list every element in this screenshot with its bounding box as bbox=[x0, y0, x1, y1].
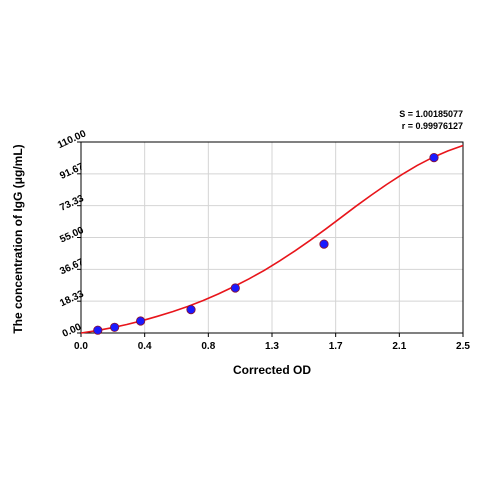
x-tick-label: 0.8 bbox=[201, 341, 215, 352]
data-point bbox=[136, 316, 146, 326]
x-tick-label: 1.7 bbox=[329, 341, 343, 352]
data-point bbox=[319, 239, 329, 249]
data-point bbox=[110, 322, 120, 332]
series-layer bbox=[80, 144, 464, 335]
data-point bbox=[230, 283, 240, 293]
stat-s-label: S = 1.00185077 bbox=[399, 109, 463, 119]
x-tick-label: 0.4 bbox=[138, 341, 152, 352]
data-point bbox=[93, 325, 103, 335]
x-axis-title: Corrected OD bbox=[233, 363, 311, 377]
y-axis-title: The concentration of IgG (μg/mL) bbox=[11, 144, 25, 333]
x-tick-label: 2.1 bbox=[392, 341, 406, 352]
x-tick-label: 1.3 bbox=[265, 341, 279, 352]
x-tick-label: 2.5 bbox=[456, 341, 470, 352]
stat-r-label: r = 0.99976127 bbox=[402, 121, 463, 131]
x-axis-ticks: 0.0 0.4 0.8 1.3 1.7 2.1 2.5 bbox=[74, 333, 470, 352]
x-tick-label: 0.0 bbox=[74, 341, 88, 352]
data-point bbox=[429, 153, 439, 163]
gridlines bbox=[81, 142, 463, 333]
data-point bbox=[186, 304, 196, 315]
